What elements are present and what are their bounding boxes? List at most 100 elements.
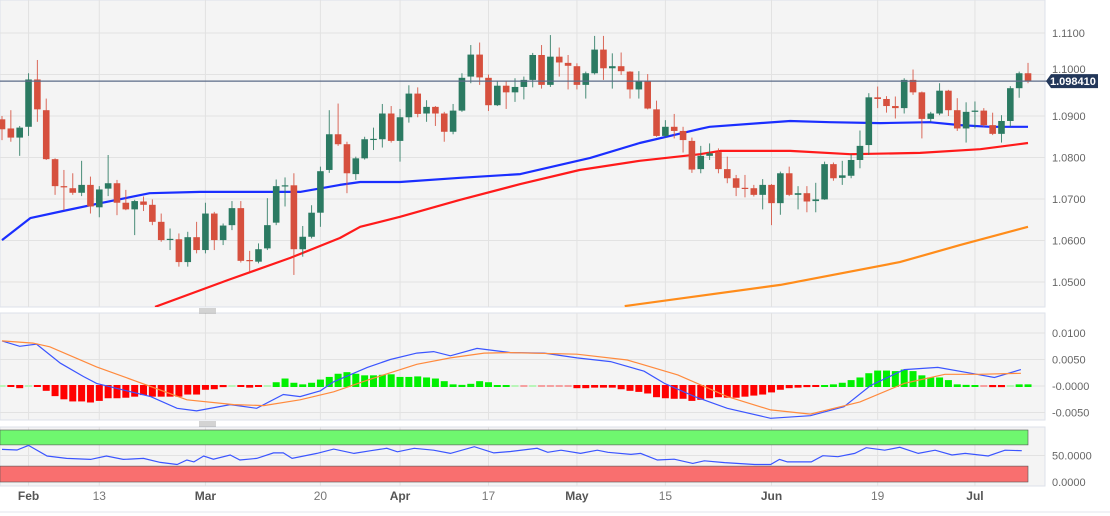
macd-histogram-bar: [86, 385, 94, 403]
candle-body: [317, 171, 324, 213]
candle-body: [405, 93, 413, 118]
macd-histogram-bar: [617, 385, 625, 390]
date-axis-label: Jun: [761, 489, 782, 503]
date-axis-label: May: [565, 489, 589, 503]
candle: [812, 182, 820, 213]
candle: [149, 199, 156, 226]
candle: [670, 113, 678, 139]
candle: [237, 201, 245, 263]
candle: [653, 100, 660, 137]
candle: [838, 160, 846, 185]
macd-histogram-bar: [856, 377, 864, 387]
macd-histogram-bar: [829, 384, 837, 387]
macd-histogram-bar: [962, 384, 970, 387]
candle-body: [228, 208, 236, 226]
macd-histogram-bar: [688, 385, 696, 401]
candle: [785, 166, 793, 197]
macd-histogram-bar: [184, 385, 192, 395]
macd-histogram-bar: [644, 385, 652, 394]
macd-histogram-bar: [891, 371, 899, 387]
candle: [918, 91, 926, 139]
date-axis-label: 15: [659, 489, 673, 503]
macd-histogram-bar: [148, 385, 156, 397]
macd-histogram-bar: [405, 376, 413, 387]
panel-resize-handles[interactable]: [199, 308, 216, 427]
candle-body: [803, 193, 811, 202]
macd-histogram-bar: [918, 375, 926, 387]
panel-resize-handle[interactable]: [199, 308, 216, 314]
macd-histogram-bar: [95, 385, 103, 401]
candle-body: [140, 201, 147, 205]
candle: [715, 148, 722, 174]
red-moving-average-line: [154, 141, 1029, 307]
macd-histogram-bar: [16, 385, 24, 389]
candle-body: [953, 110, 961, 129]
macd-histogram-bar: [821, 385, 829, 387]
candle: [423, 100, 430, 122]
candle: [971, 101, 979, 129]
signal-line: [1, 340, 1021, 415]
candlesticks: [0, 35, 1032, 275]
candle-body: [511, 86, 519, 93]
candle-body: [874, 97, 881, 99]
rsi-line: [1, 444, 1022, 466]
candle-body: [113, 183, 121, 203]
macd-histogram-bar: [900, 369, 908, 387]
macd-histogram-bar: [591, 385, 599, 388]
macd-histogram-bar: [449, 384, 457, 387]
candle-body: [644, 80, 651, 109]
macd-histogram-bar: [546, 385, 554, 387]
candle-body: [308, 212, 315, 237]
candle: [1007, 86, 1014, 127]
candle-body: [980, 110, 988, 126]
candle-body: [370, 138, 377, 141]
macd-histogram-bar: [343, 372, 351, 387]
candle-body: [343, 144, 351, 174]
candle: [458, 73, 466, 112]
candle-body: [962, 111, 970, 129]
candle: [255, 243, 262, 264]
panel-resize-handle[interactable]: [199, 421, 216, 427]
candle-body: [777, 173, 784, 204]
macd-histogram-bar: [0, 385, 6, 387]
date-axis-label: 13: [93, 489, 107, 503]
candle: [909, 69, 917, 95]
candle-body: [7, 128, 15, 138]
macd-histogram-bar: [325, 376, 333, 387]
candle: [874, 86, 881, 109]
macd-histogram-bar: [582, 385, 590, 389]
price-axis-label: 1.1100: [1052, 28, 1085, 40]
candle-body: [564, 62, 572, 66]
candle-body: [264, 225, 271, 249]
candle: [95, 186, 103, 218]
candle: [343, 141, 351, 194]
candle-body: [900, 79, 908, 109]
date-axis-label: 19: [871, 489, 885, 503]
candle-body: [697, 155, 705, 170]
candle: [555, 47, 563, 77]
candle: [591, 35, 598, 75]
candle-body: [838, 175, 846, 178]
candle-body: [529, 54, 536, 80]
candle-body: [573, 66, 581, 85]
candle: [662, 120, 669, 138]
macd-histogram-bar: [812, 385, 820, 387]
rsi-overbought-band: [0, 429, 1029, 446]
candle-body: [414, 93, 422, 114]
candle-body: [87, 184, 94, 207]
candle-body: [423, 106, 430, 114]
macd-histogram-bar: [396, 376, 404, 387]
macd-histogram-bar: [458, 384, 466, 387]
macd-histogram-bar: [431, 378, 439, 387]
candle: [582, 71, 590, 99]
candle-body: [715, 152, 722, 170]
candle: [865, 93, 873, 156]
candle: [936, 83, 943, 116]
candle-body: [706, 153, 713, 156]
macd-histogram-bar: [476, 381, 484, 387]
candle: [246, 250, 253, 272]
macd-panel: [0, 340, 1032, 419]
macd-histogram-bar: [989, 385, 997, 388]
macd-histogram-bar: [201, 385, 209, 390]
candle: [644, 74, 651, 110]
